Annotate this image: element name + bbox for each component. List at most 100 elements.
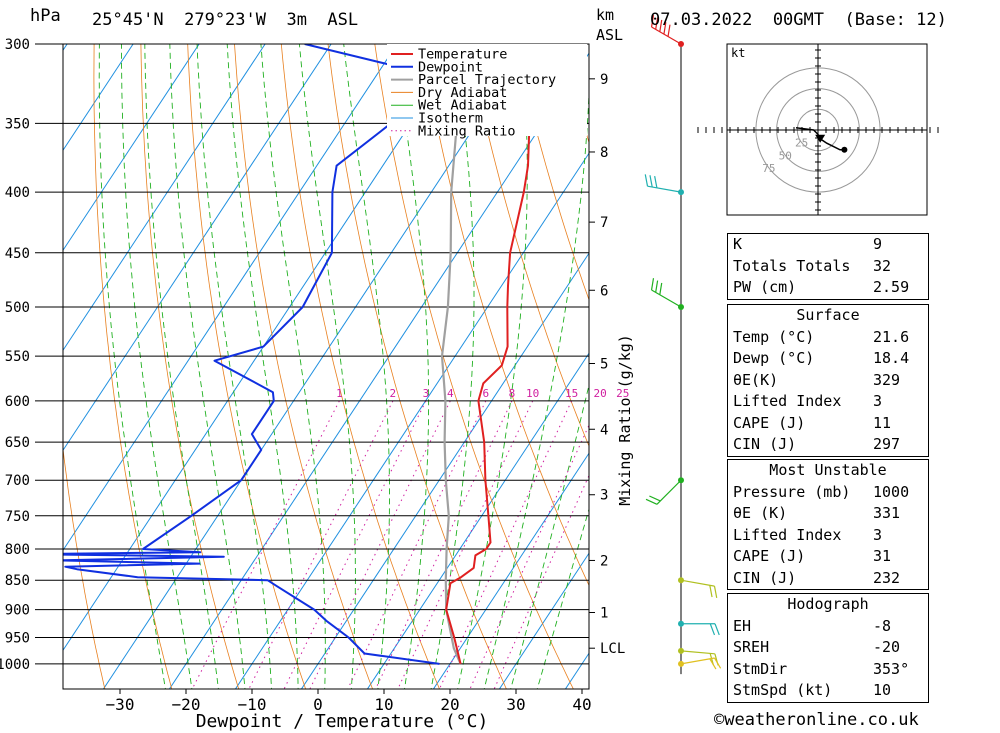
wind-barb-flag (667, 24, 671, 37)
surface-title: Surface (796, 306, 860, 324)
mixing-ratio-label: 2 (390, 387, 397, 400)
temp-tick-label: −30 (106, 695, 135, 714)
storm-motion-marker (815, 134, 826, 143)
surface-row: Lifted Index 3 (733, 392, 883, 410)
wind-barb-flag (663, 22, 667, 35)
legend-label: Parcel Trajectory (418, 72, 556, 88)
dewpoint-line (63, 44, 443, 665)
mixing-ratio-label: 8 (509, 387, 516, 400)
wind-barb-staff (656, 479, 682, 505)
mu-row: θE (K) 331 (733, 504, 901, 522)
legend-label: Temperature (418, 47, 507, 63)
wind-barb-flag (655, 17, 659, 30)
hodo-row: SREH -20 (733, 638, 901, 656)
mu-row: Lifted Index 3 (733, 525, 883, 544)
pressure-tick-label: 950 (5, 630, 30, 646)
mixing-ratio-line (397, 400, 534, 689)
unit-asl: ASL (596, 26, 624, 44)
pressure-tick-label: 650 (5, 435, 30, 451)
wet-adiabat-line (298, 44, 356, 689)
pressure-tick-label: 350 (5, 116, 30, 132)
mu-row: CIN (J) 232 (733, 568, 901, 587)
pressure-tick-label: 600 (5, 394, 30, 410)
mixing-ratio-label: 1 (336, 387, 343, 400)
temp-tick-label: −20 (172, 695, 201, 714)
wind-barb-staff (680, 657, 715, 665)
hodograph-ring-label: 75 (762, 162, 775, 175)
dry-adiabat-line (966, 9, 1000, 694)
km-tick-label: 2 (600, 553, 608, 569)
index-row: Totals Totals 32 (733, 256, 892, 275)
isotherm-line (63, 44, 332, 452)
mixing-ratio-label: 10 (526, 387, 539, 400)
dry-adiabat-line (234, 44, 374, 689)
dry-adiabat-line (93, 44, 173, 689)
wind-barb-flag (709, 585, 713, 598)
pressure-tick-label: 750 (5, 509, 30, 525)
km-tick-label: 5 (600, 357, 608, 373)
isotherm-line (63, 44, 134, 152)
km-tick-label: 6 (600, 283, 608, 299)
pressure-tick-label: 700 (5, 473, 30, 489)
wet-adiabat-line (169, 44, 246, 689)
hodograph-unit: kt (731, 46, 745, 60)
pressure-tick-label: 1000 (0, 657, 30, 673)
surface-row: CAPE (J) 11 (733, 413, 892, 432)
temp-tick-label: 10 (374, 695, 393, 714)
plot-frame (62, 43, 590, 690)
hodograph-title: Hodograph (787, 595, 869, 613)
mixing-ratio-label: 4 (447, 387, 454, 400)
wind-barb-flag (645, 498, 658, 505)
wind-barb-staff (680, 579, 715, 587)
dry-adiabat-line (421, 44, 589, 587)
wind-barb-flag (649, 175, 653, 188)
location-title: 25°45'N 279°23'W 3m ASL (92, 10, 359, 30)
legend-label: Isotherm (418, 111, 483, 127)
legend-label: Dewpoint (418, 59, 483, 75)
mu-row: Pressure (mb) 1000 (733, 482, 910, 501)
temperature-line (445, 44, 531, 665)
mixing-ratio-line (375, 400, 513, 689)
wind-barb-staff (647, 185, 682, 193)
parcel-trajectory-line (440, 44, 465, 665)
temp-tick-label: 40 (572, 695, 591, 714)
km-tick-label: 4 (600, 422, 608, 438)
surface-row: Temp (°C) 21.6 (733, 327, 910, 346)
pressure-tick-label: 800 (5, 542, 30, 558)
datetime-title: 07.03.2022 00GMT (Base: 12) (650, 10, 947, 30)
hodograph-ring-label: 50 (779, 149, 792, 162)
dry-adiabat-line (374, 44, 574, 689)
wind-barb-flag (649, 495, 661, 502)
wind-barb-flag (644, 174, 649, 187)
mu-row: CAPE (J) 31 (733, 547, 892, 565)
y2-axis-label: Mixing Ratio (g/kg) (616, 334, 634, 506)
hodo-row: EH -8 (733, 616, 892, 635)
mixing-ratio-label: 6 (482, 387, 489, 400)
surface-table: Surface Temp (°C) 21.6 Dewp (°C) 18.4 θE(K… (727, 304, 929, 457)
most-unstable-table: Most Unstable Pressure (mb) 1000 θE (K) 33… (727, 459, 929, 590)
isotherm-line (300, 252, 589, 689)
wet-adiabat-line (121, 44, 193, 689)
pressure-tick-label: 450 (5, 246, 30, 262)
wet-adiabat-line (457, 44, 528, 689)
wind-barb-flag (655, 280, 659, 293)
wet-adiabat-line (536, 507, 589, 689)
temp-tick-label: 0 (313, 695, 323, 714)
most-unstable-title: Most Unstable (769, 461, 887, 479)
wind-barb-staff (680, 650, 715, 655)
wind-barb-staff (651, 289, 682, 308)
credit-link[interactable]: ©weatheronline.co.uk (714, 710, 919, 730)
hodograph-ring-label: 25 (795, 137, 808, 150)
isotherm-line (63, 44, 200, 252)
mixing-ratio-label: 3 (423, 387, 430, 400)
wind-barb-flag (713, 585, 718, 599)
temp-tick-label: −10 (238, 695, 267, 714)
wind-barb-flag (713, 657, 722, 669)
unit-km: km (596, 6, 615, 24)
pressure-tick-label: 400 (5, 185, 30, 201)
dry-adiabat-line (63, 445, 106, 689)
